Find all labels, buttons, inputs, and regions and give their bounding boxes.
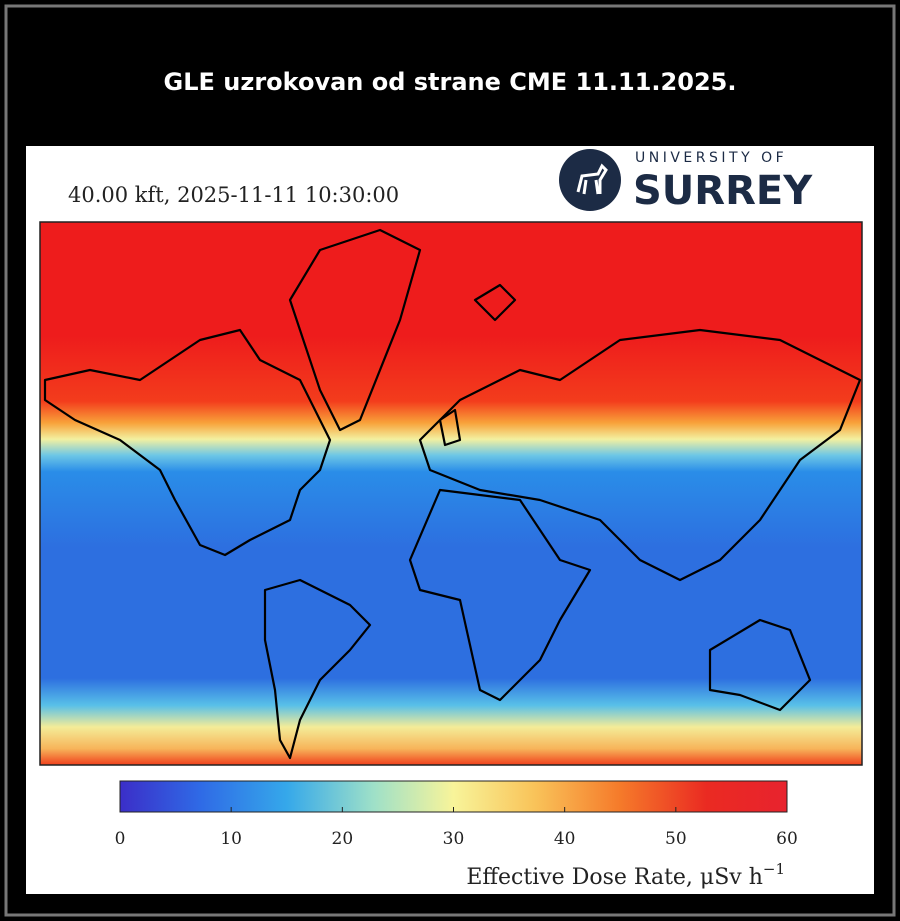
title: GLE uzrokovan od strane CME 11.11.2025. [164, 68, 737, 96]
colorbar-label: Effective Dose Rate, μSv h−1 [466, 860, 785, 890]
africa [408, 488, 592, 702]
logo: UNIVERSITY OF SURREY [559, 149, 813, 214]
colorbar-gradient [119, 780, 788, 813]
eurasia [418, 328, 862, 582]
dose-field [39, 221, 863, 766]
australia [708, 618, 812, 712]
colorbar-label-text: Effective Dose Rate, μSv h [466, 865, 763, 890]
caption: 40.00 kft, 2025-11-11 10:30:00 [68, 183, 399, 207]
colorbar-tick-label: 30 [443, 829, 465, 849]
logo-line2: SURREY [633, 168, 813, 214]
logo-line1: UNIVERSITY OF [635, 150, 787, 166]
svalbard [473, 283, 517, 322]
greenland [288, 228, 422, 432]
colorbar-tick-label: 20 [332, 829, 354, 849]
colorbar-tick-label: 50 [665, 829, 687, 849]
map [39, 221, 863, 766]
colorbar: Effective Dose Rate, μSv h−1 0 10 20 30 40 50… [115, 780, 798, 890]
colorbar-tick-label: 60 [776, 829, 798, 849]
british-isles [438, 408, 462, 447]
south-america [263, 578, 372, 760]
frame [4, 4, 896, 917]
colorbar-tick-label: 40 [554, 829, 576, 849]
north-america [43, 328, 332, 557]
colorbar-tick-label: 10 [220, 829, 242, 849]
colorbar-tick-label: 0 [115, 829, 126, 849]
logo-emblem [559, 149, 621, 211]
colorbar-label-exponent: −1 [763, 860, 785, 878]
logo-stag [576, 163, 608, 195]
